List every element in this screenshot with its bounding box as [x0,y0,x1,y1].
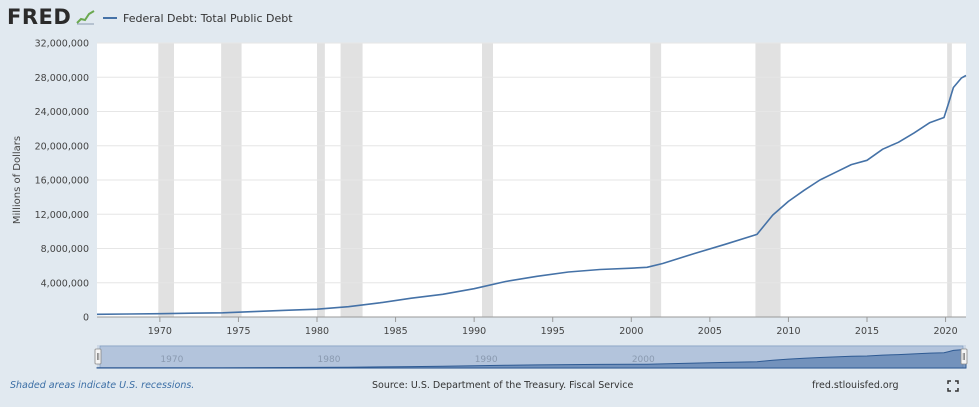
x-tick-label: 2015 [855,326,879,337]
navigator-label: 2000 [632,355,655,365]
x-tick-label: 1990 [462,326,486,337]
legend-swatch [103,17,117,19]
site-link[interactable]: fred.stlouisfed.org [812,380,899,391]
chart-line-icon [76,10,95,25]
x-axis-ticks: 1970 1975 1980 1985 1990 1995 2000 2005 2010 2015… [97,316,966,337]
x-tick-label: 1985 [383,326,407,337]
chart-footer: Shaded areas indicate U.S. recessions. S… [0,376,979,398]
chart: 0 4,000,000 8,000,000 12,000,000 16,000,000 2… [12,39,968,369]
y-tick-label: 4,000,000 [41,278,89,289]
navigator-handle-right[interactable] [960,348,968,365]
fred-logo[interactable]: FRED [7,5,72,29]
navigator-series-area [96,348,967,369]
x-tick-label: 1970 [148,326,172,337]
y-tick-label: 8,000,000 [41,244,89,255]
chart-header: FRED Federal Debt: Total Public Debt [0,0,979,34]
y-axis-ticks: 0 4,000,000 8,000,000 12,000,000 16,000,000 2… [35,39,89,324]
y-tick-label: 0 [83,313,89,324]
x-tick-label: 2010 [776,326,800,337]
legend[interactable]: Federal Debt: Total Public Debt [103,10,293,26]
series-group [96,74,967,316]
y-axis-label: Millions of Dollars [12,136,23,224]
range-navigator[interactable]: 1970 1980 1990 2000 [94,345,968,369]
y-tick-label: 24,000,000 [35,107,89,118]
y-tick-label: 20,000,000 [35,141,89,152]
y-tick-label: 12,000,000 [35,210,89,221]
x-tick-label: 1980 [305,326,329,337]
y-tick-label: 28,000,000 [35,73,89,84]
legend-label: Federal Debt: Total Public Debt [123,11,293,25]
y-tick-label: 16,000,000 [35,176,89,187]
navigator-handle-left[interactable] [94,348,102,365]
navigator-label: 1990 [475,355,498,365]
x-tick-label: 1995 [541,326,565,337]
source-text: Source: U.S. Department of the Treasury.… [372,380,634,391]
recession-note: Shaded areas indicate U.S. recessions. [10,380,195,391]
x-tick-label: 1975 [226,326,250,337]
x-tick-label: 2005 [698,326,722,337]
x-tick-label: 2000 [619,326,643,337]
x-tick-label: 2020 [933,326,957,337]
series-line[interactable] [96,74,967,316]
navigator-label: 1970 [160,355,183,365]
fullscreen-icon[interactable] [947,380,959,392]
y-tick-label: 32,000,000 [35,39,89,50]
navigator-labels: 1970 1980 1990 2000 [160,355,655,365]
navigator-label: 1980 [318,355,341,365]
